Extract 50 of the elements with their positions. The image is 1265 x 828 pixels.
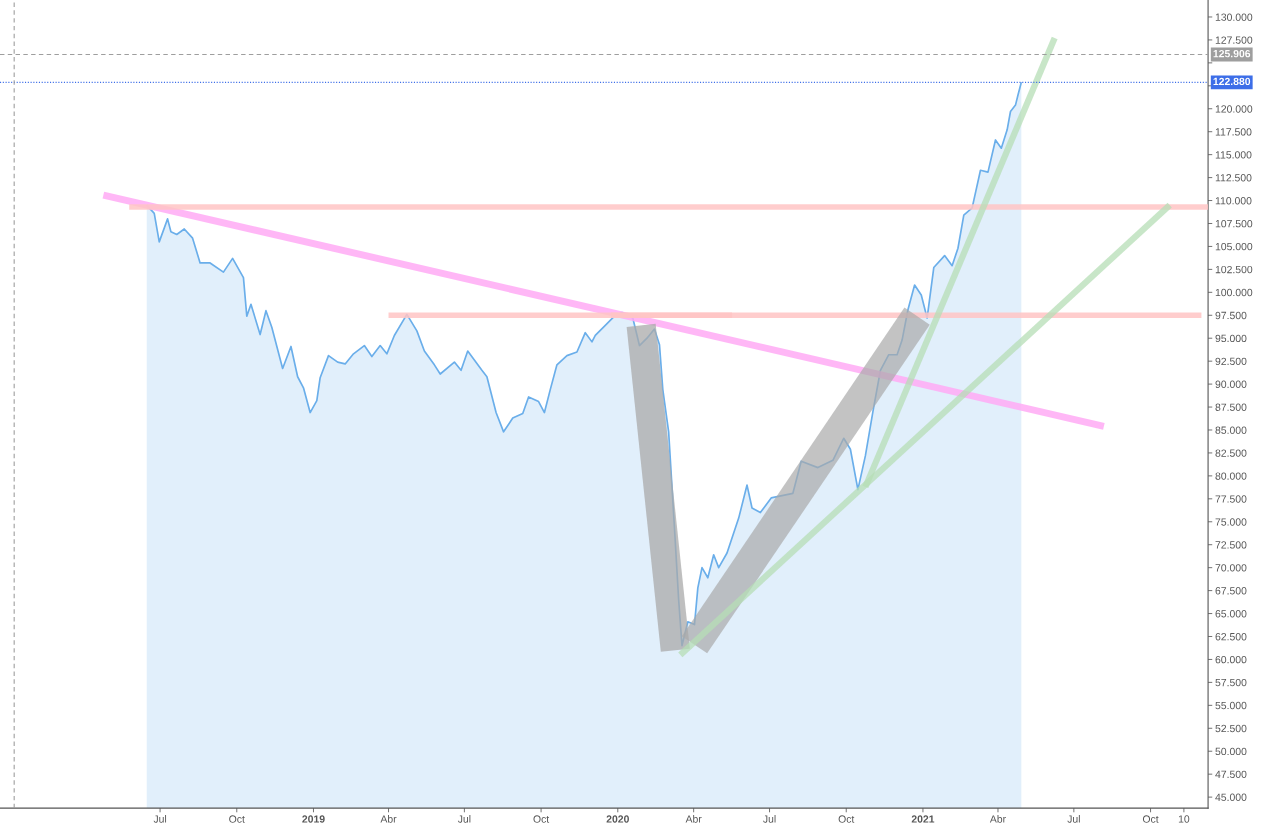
y-tick-label: 87.500 — [1215, 403, 1247, 411]
x-tick-label: Abr — [380, 815, 397, 823]
y-tick-label: 110.000 — [1215, 197, 1252, 205]
x-tick-label: 10 — [1178, 815, 1190, 823]
x-tick-label: Jul — [153, 815, 167, 823]
y-tick-label: 62.500 — [1215, 633, 1247, 641]
y-tick-label: 130.000 — [1215, 13, 1253, 21]
x-tick-label: Abr — [989, 815, 1006, 823]
y-tick-label: 120.000 — [1215, 105, 1253, 113]
y-tick-label: 115.000 — [1215, 151, 1252, 159]
y-tick-label: 127.500 — [1215, 36, 1253, 44]
y-tick-label: 47.500 — [1215, 770, 1247, 779]
y-tick-label: 77.500 — [1215, 495, 1247, 503]
ref-line-label: 122.880 — [1213, 77, 1251, 86]
y-tick-label: 60.000 — [1215, 655, 1247, 664]
x-tick-label: Oct — [533, 815, 550, 823]
x-tick-label: Jul — [763, 815, 776, 823]
x-tick-label: Jul — [457, 815, 471, 823]
y-tick-label: 52.500 — [1215, 724, 1247, 733]
x-tick-label: Oct — [229, 815, 245, 823]
y-tick-label: 45.000 — [1215, 793, 1247, 801]
y-tick-label: 82.500 — [1215, 449, 1247, 457]
x-tick-label: 2021 — [911, 815, 935, 823]
y-tick-label: 65.000 — [1215, 610, 1247, 618]
y-tick-label: 57.500 — [1215, 678, 1247, 687]
x-tick-label: Jul — [1067, 815, 1080, 823]
y-tick-label: 90.000 — [1215, 380, 1247, 388]
y-tick-label: 85.000 — [1215, 426, 1247, 434]
y-tick-label: 92.500 — [1215, 357, 1247, 366]
y-tick-label: 107.500 — [1215, 219, 1253, 228]
y-tick-label: 100.000 — [1215, 288, 1253, 297]
x-tick-label: Abr — [685, 815, 702, 823]
x-tick-label: Oct — [838, 815, 855, 823]
y-tick-label: 55.000 — [1215, 701, 1247, 710]
y-tick-label: 50.000 — [1215, 747, 1247, 756]
y-tick-label: 117.500 — [1215, 128, 1252, 136]
x-tick-label: 2020 — [606, 815, 629, 823]
y-tick-label: 75.000 — [1215, 518, 1247, 526]
y-tick-label: 80.000 — [1215, 472, 1247, 480]
x-tick-label: 2019 — [302, 815, 325, 823]
y-tick-label: 105.000 — [1215, 242, 1253, 251]
y-tick-label: 97.500 — [1215, 311, 1247, 320]
y-tick-label: 70.000 — [1215, 564, 1247, 572]
y-tick-label: 72.500 — [1215, 541, 1247, 549]
y-tick-label: 95.000 — [1215, 334, 1247, 343]
y-tick-label: 102.500 — [1215, 265, 1253, 274]
ref-line-label: 125.906 — [1213, 49, 1251, 58]
y-tick-label: 112.500 — [1215, 174, 1252, 182]
x-tick-label: Oct — [1142, 815, 1159, 823]
y-tick-label: 67.500 — [1215, 587, 1247, 595]
